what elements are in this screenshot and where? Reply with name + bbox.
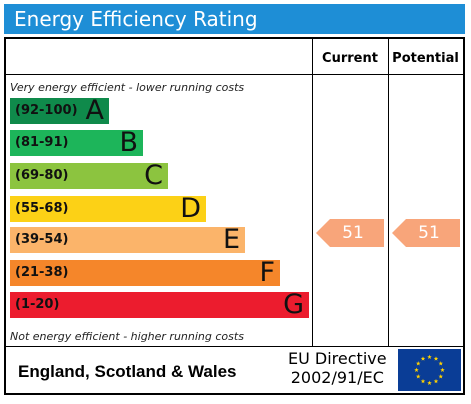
band-range: (69-80): [15, 168, 69, 183]
directive-line-1: EU Directive: [288, 349, 387, 368]
band-g: (1-20) G: [10, 289, 309, 320]
title-bar: Energy Efficiency Rating: [4, 4, 465, 34]
top-caption: Very energy efficient - lower running co…: [10, 81, 245, 94]
star-icon: [415, 361, 421, 366]
star-icon: [433, 356, 439, 361]
band-range: (55-68): [15, 201, 69, 216]
chart-title: Energy Efficiency Rating: [14, 7, 258, 31]
eu-flag-icon: [398, 349, 461, 391]
star-icon: [427, 380, 432, 385]
band-a: (92-100) A: [10, 95, 109, 126]
band-range: (39-54): [15, 232, 69, 247]
band-letter: G: [283, 289, 304, 320]
star-icon: [440, 367, 445, 372]
potential-column-header: Potential: [392, 51, 459, 66]
arrow-shape: [316, 219, 384, 247]
band-letter: F: [259, 257, 275, 288]
star-icon: [414, 367, 419, 372]
potential-rating-value: 51: [418, 223, 440, 243]
rating-frame: Current Potential Very energy efficient …: [4, 37, 465, 395]
current-rating-value: 51: [342, 223, 364, 243]
arrow-shape: [392, 219, 460, 247]
band-c: (69-80) C: [10, 160, 168, 191]
star-icon: [420, 378, 426, 384]
band-d: (55-68) D: [10, 193, 206, 224]
star-icon: [420, 356, 426, 361]
eu-stars: [414, 354, 445, 385]
band-range: (1-20): [15, 297, 60, 312]
band-f: (21-38) F: [10, 257, 280, 288]
directive-line-2: 2002/91/EC: [290, 368, 384, 387]
band-range: (81-91): [15, 135, 69, 150]
current-rating-arrow: 51: [316, 219, 384, 247]
footer-divider: [6, 346, 463, 347]
band-e: (39-54) E: [10, 224, 245, 255]
band-letter: E: [222, 224, 240, 255]
band-letter: C: [144, 160, 163, 191]
band-range: (92-100): [15, 103, 78, 118]
band-b: (81-91) B: [10, 127, 143, 158]
star-icon: [415, 374, 421, 379]
star-icon: [433, 378, 439, 384]
current-column-header: Current: [322, 51, 378, 66]
band-letter: D: [180, 193, 201, 224]
band-letter: B: [119, 127, 138, 158]
eu-directive: EU Directive 2002/91/EC: [288, 349, 387, 387]
divider-current: [312, 39, 313, 346]
divider-potential: [388, 39, 389, 346]
header-divider: [6, 74, 463, 75]
bottom-caption: Not energy efficient - higher running co…: [10, 330, 244, 343]
potential-rating-arrow: 51: [392, 219, 460, 247]
star-icon: [438, 374, 444, 379]
star-icon: [427, 354, 432, 359]
region-label: England, Scotland & Wales: [18, 362, 237, 381]
band-letter: A: [85, 95, 104, 126]
band-range: (21-38): [15, 265, 69, 280]
star-icon: [438, 361, 444, 366]
